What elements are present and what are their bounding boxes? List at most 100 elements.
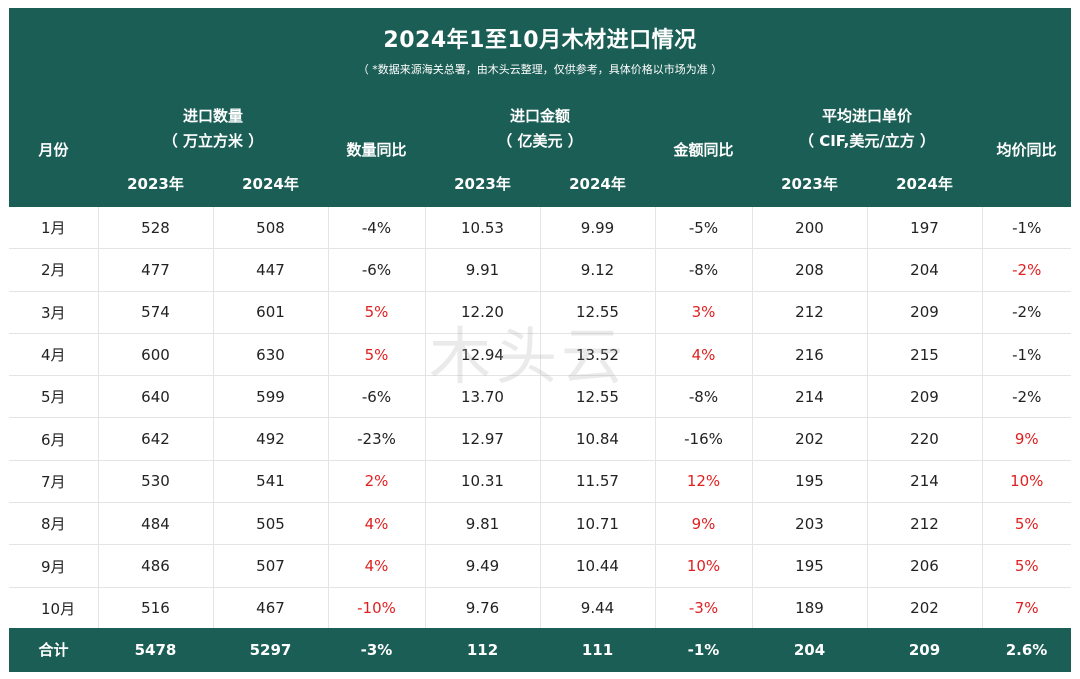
header-amt-yoy: 金额同比 <box>673 141 734 159</box>
cell-price-yoy: 5% <box>982 544 1071 588</box>
table-row: 3月 574 601 5% 12.20 12.55 3% 212 209 -2% <box>9 291 1071 334</box>
table-body: 1月 528 508 -4% 10.53 9.99 -5% 200 197 -1% 2月 477 447… <box>9 207 1071 630</box>
cell-qty-2023: 642 <box>98 417 214 461</box>
total-price-2024: 209 <box>908 641 941 659</box>
cell-price-2023: 189 <box>752 587 868 630</box>
cell-price-yoy: 5% <box>982 502 1071 546</box>
cell-amt-yoy: -8% <box>655 248 753 292</box>
cell-month: 8月 <box>9 502 99 546</box>
cell-amt-2023: 13.70 <box>425 375 541 419</box>
header-amt-group-line1: 进口金额 <box>509 107 570 125</box>
cell-price-yoy: -2% <box>982 248 1071 292</box>
cell-price-2024: 209 <box>867 291 983 334</box>
cell-price-2024: 204 <box>867 248 983 292</box>
cell-month: 1月 <box>9 207 99 250</box>
cell-qty-yoy: -6% <box>328 375 426 419</box>
cell-qty-2023: 477 <box>98 248 214 292</box>
total-amt-2023: 112 <box>466 641 499 659</box>
cell-price-yoy: 7% <box>982 587 1071 630</box>
total-row: 合计 5478 5297 -3% 112 111 -1% 204 209 2.6… <box>9 628 1071 672</box>
cell-amt-2023: 9.76 <box>425 587 541 630</box>
cell-qty-2024: 507 <box>213 544 329 588</box>
cell-amt-2023: 10.53 <box>425 207 541 250</box>
table-subtitle: （ *数据来源海关总署，由木头云整理，仅供参考，具体价格以市场为准 ） <box>357 63 723 76</box>
cell-amt-2024: 10.84 <box>540 417 656 461</box>
header-qty-2024: 2024年 <box>242 175 299 193</box>
cell-amt-2023: 9.49 <box>425 544 541 588</box>
cell-price-yoy: 9% <box>982 417 1071 461</box>
header-amt-2024: 2024年 <box>569 175 626 193</box>
cell-qty-2024: 508 <box>213 207 329 250</box>
table-title: 2024年1至10月木材进口情况 <box>383 28 697 53</box>
header-qty-yoy: 数量同比 <box>346 141 407 159</box>
cell-qty-yoy: 4% <box>328 544 426 588</box>
cell-amt-2024: 9.99 <box>540 207 656 250</box>
cell-qty-2024: 599 <box>213 375 329 419</box>
cell-price-yoy: -1% <box>982 207 1071 250</box>
cell-qty-2024: 492 <box>213 417 329 461</box>
cell-price-yoy: -2% <box>982 375 1071 419</box>
cell-amt-yoy: 10% <box>655 544 753 588</box>
table-header-band: 2024年1至10月木材进口情况 （ *数据来源海关总署，由木头云整理，仅供参考… <box>9 8 1071 207</box>
header-qty-group-line2: （ 万立方米 ） <box>162 132 264 150</box>
table-row: 7月 530 541 2% 10.31 11.57 12% 195 214 10% <box>9 460 1071 504</box>
cell-price-2023: 202 <box>752 417 868 461</box>
cell-amt-2024: 10.44 <box>540 544 656 588</box>
cell-price-2023: 195 <box>752 544 868 588</box>
cell-price-2023: 214 <box>752 375 868 419</box>
cell-qty-2023: 574 <box>98 291 214 334</box>
cell-amt-yoy: -8% <box>655 375 753 419</box>
cell-qty-2024: 541 <box>213 460 329 504</box>
cell-price-2024: 214 <box>867 460 983 504</box>
cell-price-2024: 215 <box>867 333 983 377</box>
cell-price-2023: 216 <box>752 333 868 377</box>
table-row: 8月 484 505 4% 9.81 10.71 9% 203 212 5% <box>9 502 1071 546</box>
cell-price-2024: 212 <box>867 502 983 546</box>
cell-price-2023: 208 <box>752 248 868 292</box>
cell-qty-2023: 486 <box>98 544 214 588</box>
cell-qty-2024: 601 <box>213 291 329 334</box>
cell-month: 3月 <box>9 291 99 334</box>
cell-qty-2023: 484 <box>98 502 214 546</box>
cell-amt-yoy: 9% <box>655 502 753 546</box>
total-amt-2024: 111 <box>581 641 614 659</box>
cell-qty-yoy: -10% <box>328 587 426 630</box>
cell-price-2023: 212 <box>752 291 868 334</box>
cell-qty-2024: 467 <box>213 587 329 630</box>
cell-amt-2024: 11.57 <box>540 460 656 504</box>
cell-price-2024: 197 <box>867 207 983 250</box>
table-row: 9月 486 507 4% 9.49 10.44 10% 195 206 5% <box>9 544 1071 588</box>
cell-qty-2024: 630 <box>213 333 329 377</box>
cell-qty-2023: 530 <box>98 460 214 504</box>
cell-amt-2023: 12.94 <box>425 333 541 377</box>
cell-amt-2023: 9.91 <box>425 248 541 292</box>
total-amt-yoy: -1% <box>687 641 720 659</box>
cell-qty-2024: 505 <box>213 502 329 546</box>
total-qty-yoy: -3% <box>360 641 393 659</box>
cell-amt-2024: 9.44 <box>540 587 656 630</box>
cell-amt-2023: 9.81 <box>425 502 541 546</box>
cell-amt-2023: 12.20 <box>425 291 541 334</box>
cell-price-yoy: -1% <box>982 333 1071 377</box>
header-price-group-line2: （ CIF,美元/立方 ） <box>798 132 936 150</box>
cell-amt-yoy: -5% <box>655 207 753 250</box>
header-qty-group-line1: 进口数量 <box>182 107 243 125</box>
cell-qty-2023: 600 <box>98 333 214 377</box>
header-price-2024: 2024年 <box>896 175 953 193</box>
cell-qty-2024: 447 <box>213 248 329 292</box>
total-price-2023: 204 <box>793 641 826 659</box>
data-table: 1月 528 508 -4% 10.53 9.99 -5% 200 197 -1% 2月 477 447… <box>9 207 1071 630</box>
cell-amt-yoy: 12% <box>655 460 753 504</box>
cell-month: 2月 <box>9 248 99 292</box>
table-row: 5月 640 599 -6% 13.70 12.55 -8% 214 209 -2% <box>9 375 1071 419</box>
table-row: 1月 528 508 -4% 10.53 9.99 -5% 200 197 -1% <box>9 207 1071 250</box>
cell-price-2024: 209 <box>867 375 983 419</box>
cell-qty-yoy: 5% <box>328 291 426 334</box>
header-amt-2023: 2023年 <box>454 175 511 193</box>
cell-amt-yoy: 3% <box>655 291 753 334</box>
table-frame: 2024年1至10月木材进口情况 （ *数据来源海关总署，由木头云整理，仅供参考… <box>9 8 1071 672</box>
cell-amt-yoy: -16% <box>655 417 753 461</box>
cell-qty-yoy: -6% <box>328 248 426 292</box>
table-row: 6月 642 492 -23% 12.97 10.84 -16% 202 220 9% <box>9 417 1071 461</box>
cell-amt-2023: 12.97 <box>425 417 541 461</box>
